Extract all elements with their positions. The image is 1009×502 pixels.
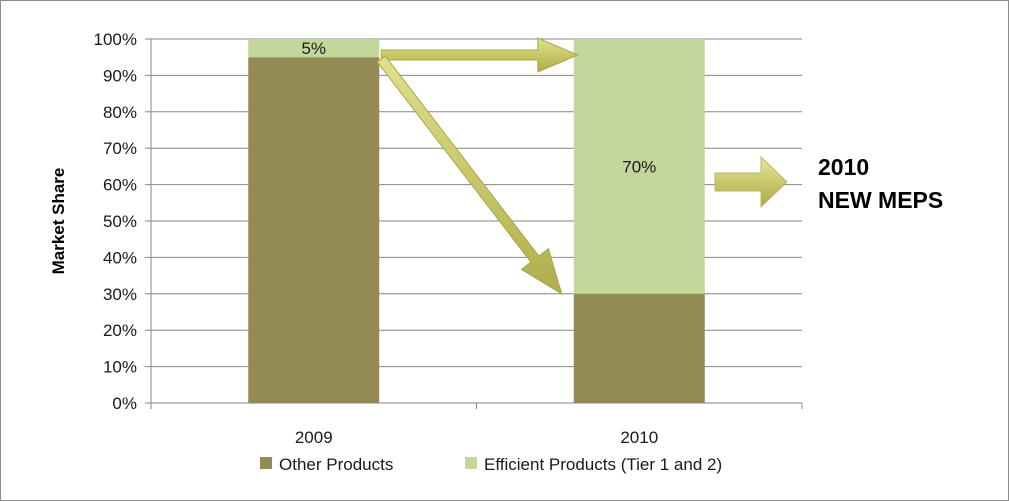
- y-tick-label: 80%: [103, 103, 137, 122]
- legend-swatch: [465, 457, 477, 469]
- y-tick-label: 0%: [112, 394, 137, 413]
- y-tick-label: 60%: [103, 176, 137, 195]
- y-tick-label: 70%: [103, 139, 137, 158]
- y-axis-title: Market Share: [49, 168, 68, 275]
- y-tick-label: 100%: [94, 30, 137, 49]
- arrows: [376, 37, 580, 296]
- y-tick-label: 50%: [103, 212, 137, 231]
- arrow-down-right-icon: [376, 55, 563, 296]
- callout-line-1: 2010: [818, 154, 869, 180]
- legend-label: Efficient Products (Tier 1 and 2): [484, 455, 722, 474]
- data-label: 5%: [301, 39, 326, 58]
- legend-label: Other Products: [279, 455, 393, 474]
- y-tick-label: 20%: [103, 321, 137, 340]
- bar-other-products-2009: [248, 57, 380, 403]
- y-tick-label: 40%: [103, 248, 137, 267]
- x-tick-label: 2009: [295, 428, 333, 447]
- x-tick-labels: 2009 2010: [295, 428, 658, 447]
- bar-efficient-products-tier-1-and-2-2009: [248, 39, 380, 58]
- legend: Other Products Efficient Products (Tier 1…: [260, 455, 722, 474]
- callout-line-2: NEW MEPS: [818, 187, 943, 213]
- y-tick-label: 30%: [103, 285, 137, 304]
- meps-callout: 2010 NEW MEPS: [714, 154, 943, 213]
- y-tick-label: 10%: [103, 358, 137, 377]
- y-tick-labels: 0% 10% 20% 30% 40% 50% 60% 70% 80% 90% 100%: [94, 30, 151, 413]
- x-tick-label: 2010: [620, 428, 658, 447]
- bars: [248, 39, 705, 403]
- data-labels: 5% 70%: [301, 39, 656, 176]
- bar-other-products-2010: [573, 293, 705, 403]
- callout-arrow-icon: [714, 155, 788, 209]
- data-label: 70%: [622, 157, 656, 176]
- bar-efficient-products-tier-1-and-2-2010: [573, 39, 705, 294]
- y-tick-label: 90%: [103, 66, 137, 85]
- arrow-right-icon: [380, 37, 580, 73]
- legend-swatch: [260, 457, 272, 469]
